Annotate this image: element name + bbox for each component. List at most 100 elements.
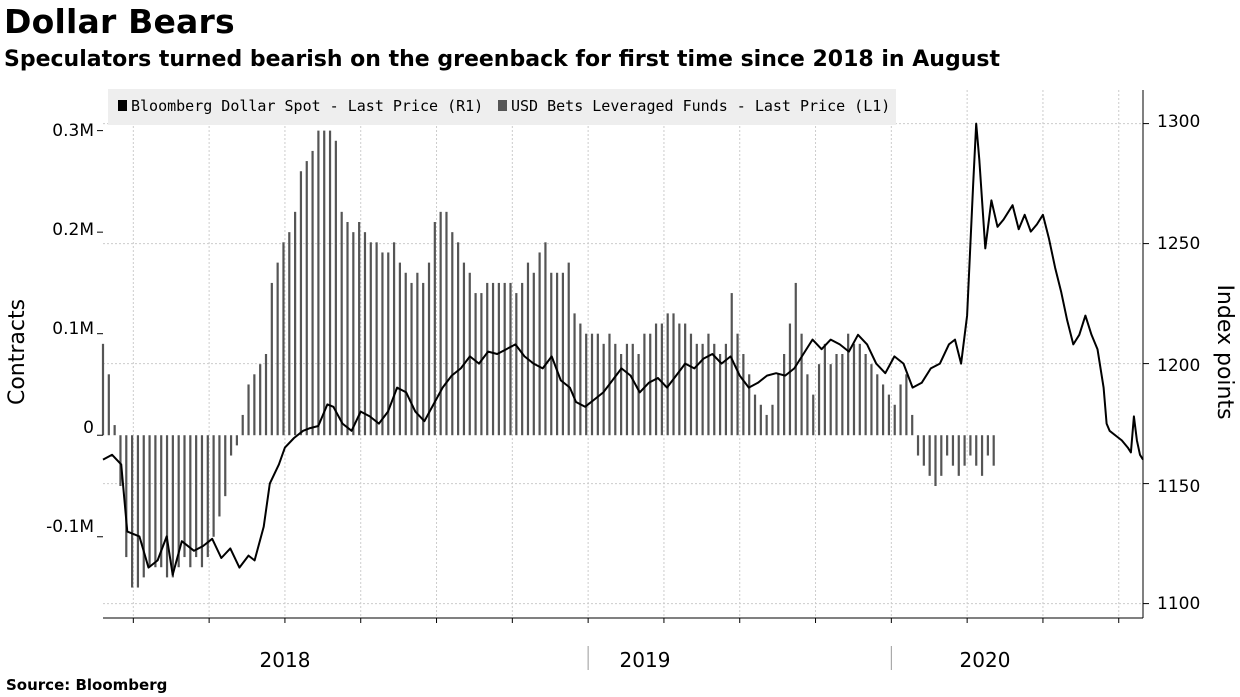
bar xyxy=(392,242,396,436)
bar xyxy=(212,435,215,537)
bar xyxy=(835,354,838,436)
bar xyxy=(136,435,140,588)
bar xyxy=(509,282,512,436)
bar xyxy=(381,252,384,436)
bar xyxy=(771,404,774,436)
bar xyxy=(858,343,861,436)
bar xyxy=(946,435,949,456)
bar xyxy=(404,272,407,436)
bar xyxy=(503,282,506,436)
axes xyxy=(97,90,1149,670)
bar xyxy=(369,242,372,436)
bar xyxy=(358,222,361,436)
bar xyxy=(427,262,431,436)
bar xyxy=(433,222,436,436)
bar xyxy=(689,333,693,436)
bar xyxy=(585,333,588,436)
bar xyxy=(713,343,716,436)
bar xyxy=(957,435,960,476)
bar xyxy=(264,354,268,436)
bar xyxy=(870,364,873,436)
bar xyxy=(195,435,198,558)
bar xyxy=(497,282,500,436)
left-tick-label: -0.1M xyxy=(46,517,94,537)
bar xyxy=(666,313,669,436)
bar xyxy=(643,333,646,436)
bar xyxy=(375,242,378,436)
bar xyxy=(969,435,972,456)
bar xyxy=(200,435,204,568)
left-tick-label: 0.2M xyxy=(52,220,94,240)
bar xyxy=(783,354,786,436)
bar xyxy=(678,323,681,436)
bar xyxy=(992,435,995,466)
bar xyxy=(649,333,652,436)
bar xyxy=(631,343,634,436)
bar xyxy=(131,435,134,588)
legend-label-dollar-spot: Bloomberg Dollar Spot - Last Price (R1) xyxy=(131,97,483,115)
bar xyxy=(462,262,466,436)
left-axis-title: Contracts xyxy=(5,299,30,405)
bar xyxy=(294,211,297,436)
right-tick-label: 1150 xyxy=(1157,477,1200,497)
bar xyxy=(759,404,762,436)
bar xyxy=(189,435,192,568)
chart-subtitle: Speculators turned bearish on the greenb… xyxy=(4,47,1000,72)
bar xyxy=(887,394,891,436)
bar xyxy=(125,435,128,558)
bar xyxy=(451,232,454,436)
bar xyxy=(113,425,116,436)
bar xyxy=(637,354,640,436)
bar xyxy=(829,364,832,436)
bar xyxy=(701,343,704,436)
bar xyxy=(224,435,227,497)
bar xyxy=(468,272,471,436)
bar xyxy=(899,384,902,436)
right-tick-label: 1300 xyxy=(1157,112,1200,132)
bar xyxy=(346,222,349,436)
bar xyxy=(596,333,599,436)
bar xyxy=(852,343,856,436)
bar xyxy=(718,354,722,436)
bar xyxy=(864,354,867,436)
legend-label-usd-bets: USD Bets Leveraged Funds - Last Price (L… xyxy=(511,97,890,115)
bar xyxy=(980,435,984,476)
bar xyxy=(491,282,495,436)
bar xyxy=(724,343,728,436)
bar xyxy=(893,404,896,436)
bar xyxy=(905,374,908,436)
bar xyxy=(154,435,157,568)
chart-title: Dollar Bears xyxy=(4,2,235,41)
plot-background xyxy=(103,90,1143,618)
bar xyxy=(590,333,594,436)
bar xyxy=(101,343,105,436)
bar xyxy=(340,211,343,436)
bar xyxy=(247,384,250,436)
bar xyxy=(538,252,541,436)
bar xyxy=(765,414,768,436)
bar xyxy=(672,313,675,436)
left-tick-label: 0 xyxy=(83,418,94,438)
bar xyxy=(555,272,559,436)
bar xyxy=(911,414,914,436)
right-tick-label: 1200 xyxy=(1157,356,1200,376)
x-tick-label-2018: 2018 xyxy=(260,648,311,672)
bar xyxy=(742,354,745,436)
bar xyxy=(602,343,605,436)
bar xyxy=(823,343,826,436)
bar xyxy=(305,161,308,436)
bar xyxy=(963,435,966,466)
bar xyxy=(951,435,955,466)
bar xyxy=(253,374,256,436)
bar xyxy=(614,343,617,436)
legend-swatch-usd-bets xyxy=(498,100,507,111)
dollar-spot-line xyxy=(102,122,1144,576)
bar xyxy=(142,435,145,578)
bar xyxy=(975,435,978,466)
bar xyxy=(841,354,844,436)
bar xyxy=(561,272,565,436)
bar xyxy=(940,435,943,476)
bar xyxy=(398,262,402,436)
bar xyxy=(387,252,390,436)
